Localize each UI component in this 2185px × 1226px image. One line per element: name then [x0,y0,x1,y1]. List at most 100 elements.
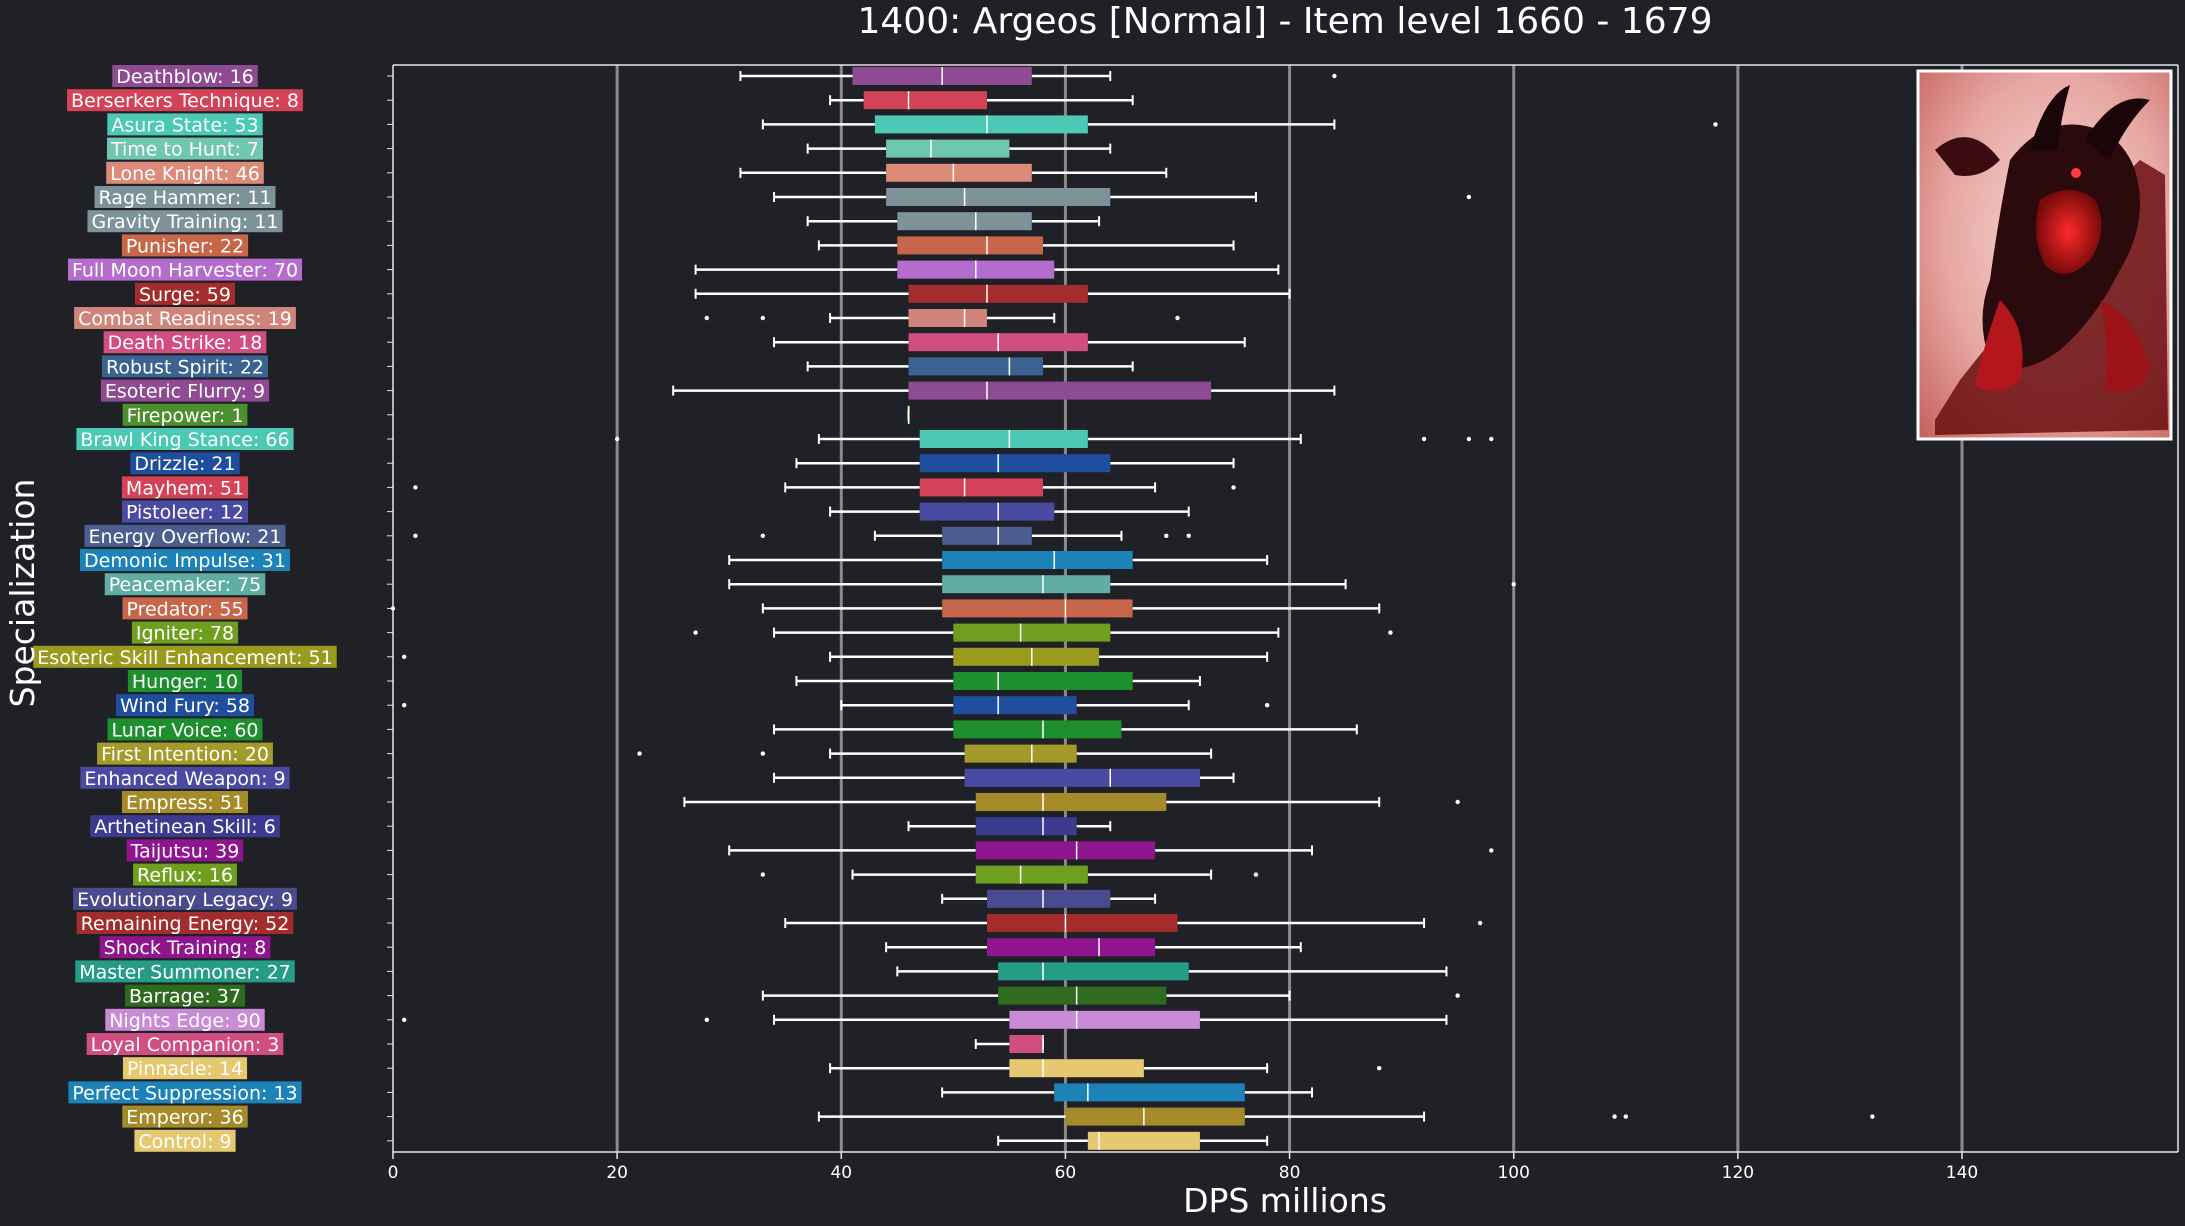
category-label-bg [100,379,270,402]
box [942,575,1111,594]
box-plot [672,381,1336,400]
category-label-text: First Intention: 20 [101,744,269,766]
outlier-point [760,315,766,321]
category-label-bg [33,645,337,668]
category-label-bg [68,1081,302,1104]
category-label-text: Esoteric Skill Enhancement: 51 [37,647,332,669]
outlier-point [614,436,620,442]
argeos-boss-portrait [1916,69,2173,441]
category-label-bg [122,1057,248,1080]
category-label-text: Reflux: 16 [137,865,233,887]
box [953,647,1100,666]
category-label-bg [107,113,263,136]
box [986,938,1156,957]
category-label: Control: 9 [134,1129,236,1153]
category-label-text: Control: 9 [138,1131,231,1153]
outlier-point [1870,1114,1875,1119]
outlier-point [1511,582,1516,587]
box-plot [402,1010,1448,1029]
box-plot [941,889,1157,908]
box [953,720,1122,739]
box-plot [402,696,1270,715]
category-label: Igniter: 78 [131,621,239,645]
category-label-bg [133,863,237,886]
x-axis-label: DPS millions [1183,1181,1387,1220]
x-tick-layer: 0 20 40 60 80 100 120 140 [388,1152,1978,1183]
category-label-bg [73,887,297,910]
box [998,986,1167,1005]
box-plot [784,914,1483,932]
category-label-bg [67,89,303,112]
outlier-point [760,751,766,756]
box [919,430,1088,448]
category-label: Drizzle: 21 [130,452,240,475]
category-label-bg [121,500,249,523]
outlier-point [1489,848,1494,853]
category-label-text: Lunar Voice: 60 [111,719,258,741]
box [953,696,1077,715]
box [1009,1035,1044,1053]
category-label-text: Pistoleer: 12 [126,502,244,524]
outlier-point [637,751,642,756]
x-tick-label: 100 [1497,1163,1529,1183]
outlier-point [1388,630,1393,635]
category-label: Pinnacle: 14 [122,1057,248,1080]
box-plot [974,1035,1045,1053]
box-plot [885,938,1302,957]
category-label-bg [80,766,290,789]
box [964,768,1200,787]
category-label: Robust Spirit: 22 [101,355,269,378]
category-label: Full Moon Harvester: 70 [67,258,303,282]
box-plot [817,1107,1875,1126]
outlier-point [1612,1114,1617,1119]
category-label-text: Death Strike: 18 [108,332,263,354]
box-plot [795,454,1235,473]
category-label: Barrage: 37 [125,984,245,1008]
axis-layer [392,64,2179,1153]
outlier-point [402,1017,407,1022]
box [863,91,987,110]
outlier-point [1455,799,1460,805]
category-label-text: Robust Spirit: 22 [106,356,264,378]
category-label-bg [67,258,303,281]
category-label-bg [97,742,273,765]
category-label-text: Energy Overflow: 21 [89,526,282,548]
box-plot [694,260,1280,279]
box-plot [896,962,1448,981]
outlier-point [390,606,396,611]
category-label-text: Arthetinean Skill: 6 [94,816,276,838]
category-label-bg [125,984,245,1007]
category-label-bg [94,186,276,208]
category-label: Lone Knight: 46 [106,161,264,185]
box [964,744,1077,763]
category-label-text: Mayhem: 51 [126,477,244,499]
outlier-point [1264,703,1270,708]
category-label-bg [104,573,266,596]
category-label-text: Peacemaker: 75 [109,574,262,596]
box-plot [637,744,1213,763]
box-plot [390,599,1381,618]
category-label: Arthetinean Skill: 6 [90,815,280,838]
category-label: Combat Readiness: 19 [74,307,296,330]
category-label-bg [121,791,249,813]
box [908,284,1088,303]
category-label-bg [99,936,271,959]
category-label: Rage Hammer: 11 [94,186,276,209]
category-label: Esoteric Flurry: 9 [100,379,270,403]
category-label-text: Enhanced Weapon: 9 [84,768,285,790]
category-label-text: Demonic Impulse: 31 [84,550,286,572]
box-layer [390,67,1875,1150]
category-label: Firepower: 1 [122,403,248,427]
outlier-point [413,485,418,490]
box-plot [761,115,1718,134]
category-label: Loyal Companion: 3 [86,1033,284,1056]
category-label-text: Shock Training: 8 [104,937,267,959]
category-label-text: Evolutionary Legacy: 9 [77,889,293,911]
category-label-text: Perfect Suppression: 13 [72,1082,297,1104]
box [919,478,1044,497]
box-plot [413,526,1191,545]
box [986,914,1178,932]
x-tick-label: 120 [1722,1163,1754,1183]
outlier-point [704,1017,709,1022]
